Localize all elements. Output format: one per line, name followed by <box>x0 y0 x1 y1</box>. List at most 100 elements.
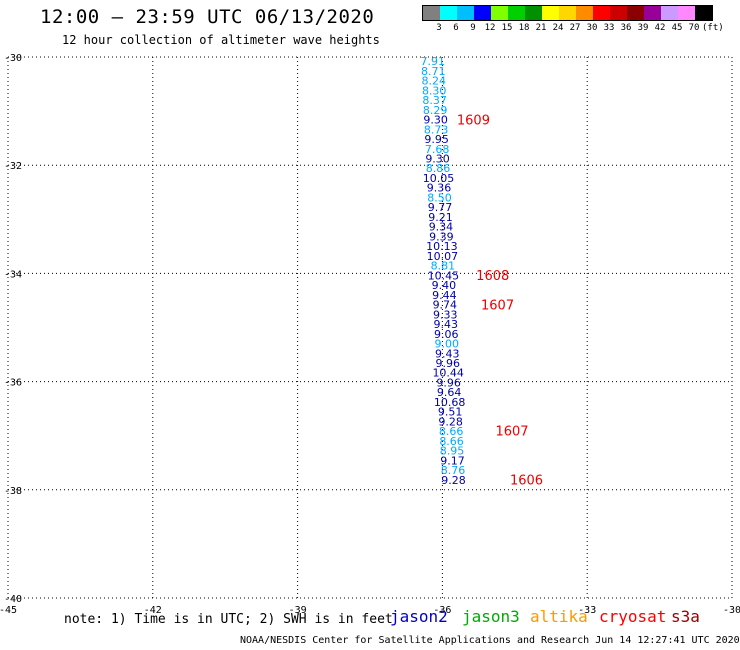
legend-tick-label: 21 <box>535 23 547 33</box>
legend-swatch <box>474 6 491 20</box>
legend-swatch <box>661 6 678 20</box>
pass-time-label: 1609 <box>457 114 490 129</box>
legend-tick-label: 15 <box>501 23 513 33</box>
pass-time-label: 1606 <box>510 473 543 488</box>
legend-swatch <box>576 6 593 20</box>
legend-swatch <box>525 6 542 20</box>
wave-height-value: 8.81 <box>431 260 456 273</box>
wave-height-value: 9.28 <box>441 474 466 487</box>
lat-tick-label: -34 <box>4 269 22 280</box>
lon-tick-label: -33 <box>578 605 596 616</box>
legend-tick-label: 70 <box>688 23 700 33</box>
legend-tick-label: 24 <box>552 23 564 33</box>
lon-tick-label: -30 <box>723 605 740 616</box>
wave-height-value: 9.44 <box>432 289 457 302</box>
wave-height-value: 8.37 <box>422 94 447 107</box>
satellite-label: altika <box>530 607 588 626</box>
legend-swatch <box>508 6 525 20</box>
page-subtitle: 12 hour collection of altimeter wave hei… <box>62 33 380 47</box>
lon-tick-label: -36 <box>433 605 451 616</box>
wave-height-value: 7.68 <box>425 143 450 156</box>
wave-height-value: 8.24 <box>421 75 446 88</box>
wave-height-value: 10.44 <box>432 367 464 380</box>
legend-swatches <box>422 5 713 21</box>
wave-height-value: 9.39 <box>429 230 454 243</box>
wave-height-value: 8.30 <box>422 84 447 97</box>
legend-swatch <box>559 6 576 20</box>
wave-height-value: 9.43 <box>435 347 460 360</box>
page-title: 12:00 – 23:59 UTC 06/13/2020 <box>40 6 375 28</box>
legend-tick-label: 45 <box>671 23 683 33</box>
wave-height-value: 10.07 <box>427 250 459 263</box>
wave-height-value: 9.51 <box>438 406 463 419</box>
wave-height-value: 8.66 <box>439 425 464 438</box>
wave-height-value: 10.45 <box>428 269 460 282</box>
wave-height-value: 9.77 <box>428 201 453 214</box>
satellite-label: s3a <box>671 607 700 626</box>
wave-height-value: 8.95 <box>440 445 465 458</box>
legend-ticks: 3 6 9 12 15 18 21 24 27 30 33 36 39 42 45 70 (ft) <box>422 21 723 35</box>
lat-tick-label: -38 <box>4 486 22 497</box>
legend-unit: (ft) <box>702 23 724 33</box>
legend-swatch <box>695 6 712 20</box>
lat-tick-label: -30 <box>4 53 22 64</box>
wave-height-value: 9.36 <box>427 182 452 195</box>
legend-tick-label: 39 <box>637 23 649 33</box>
legend-swatch <box>440 6 457 20</box>
legend-tick-label: 6 <box>453 23 459 33</box>
lon-tick-label: -42 <box>144 605 162 616</box>
satellite-label: jason2 <box>390 607 448 626</box>
color-legend: 3 6 9 12 15 18 21 24 27 30 33 36 39 42 45 70 (ft) <box>422 5 724 35</box>
wave-height-value: 7.91 <box>420 55 445 68</box>
lon-tick-label: -39 <box>289 605 307 616</box>
satellite-label: cryosat <box>599 607 667 626</box>
wave-height-value: 9.33 <box>433 308 458 321</box>
legend-tick-label: 3 <box>436 23 442 33</box>
legend-swatch <box>423 6 440 20</box>
wave-height-value: 9.21 <box>428 211 453 224</box>
wave-height-value: 10.68 <box>434 396 466 409</box>
wave-height-value: 9.00 <box>434 338 459 351</box>
wave-height-value: 10.05 <box>423 172 455 185</box>
legend-tick-label: 30 <box>586 23 598 33</box>
pass-time-label: 1608 <box>476 269 509 284</box>
lat-tick-label: -36 <box>4 378 22 389</box>
wave-height-value: 9.95 <box>424 133 449 146</box>
legend-swatch <box>542 6 559 20</box>
wave-height-value: 8.29 <box>423 104 448 117</box>
wave-height-value: 8.50 <box>427 191 452 204</box>
legend-swatch <box>610 6 627 20</box>
satellite-label: jason3 <box>462 607 520 626</box>
wave-height-value: 8.76 <box>441 464 466 477</box>
wave-height-value: 8.71 <box>421 65 446 78</box>
wave-height-value: 9.96 <box>435 357 460 370</box>
legend-swatch <box>593 6 610 20</box>
legend-swatch <box>678 6 695 20</box>
wave-height-value: 10.13 <box>426 240 458 253</box>
legend-swatch <box>491 6 508 20</box>
wave-height-value: 9.06 <box>434 328 459 341</box>
wave-height-value: 9.30 <box>423 114 448 127</box>
wave-height-value: 9.34 <box>429 221 454 234</box>
legend-swatch <box>627 6 644 20</box>
wave-height-value: 9.43 <box>434 318 459 331</box>
footer-credit: NOAA/NESDIS Center for Satellite Applica… <box>240 635 740 646</box>
wave-height-value: 8.86 <box>426 162 451 175</box>
wave-height-value: 9.28 <box>438 415 463 428</box>
wave-height-value: 8.73 <box>424 123 449 136</box>
legend-tick-label: 33 <box>603 23 615 33</box>
lat-tick-label: -40 <box>4 594 22 605</box>
wave-height-value: 9.64 <box>437 386 462 399</box>
legend-swatch <box>644 6 661 20</box>
legend-tick-label: 18 <box>518 23 530 33</box>
legend-tick-label: 9 <box>470 23 476 33</box>
wave-height-value: 9.74 <box>433 299 458 312</box>
pass-time-label: 1607 <box>495 425 528 440</box>
wave-height-value: 9.40 <box>432 279 457 292</box>
wave-height-value: 8.66 <box>439 435 464 448</box>
legend-swatch <box>457 6 474 20</box>
pass-time-label: 1607 <box>481 299 514 314</box>
legend-tick-label: 36 <box>620 23 632 33</box>
legend-tick-label: 42 <box>654 23 666 33</box>
